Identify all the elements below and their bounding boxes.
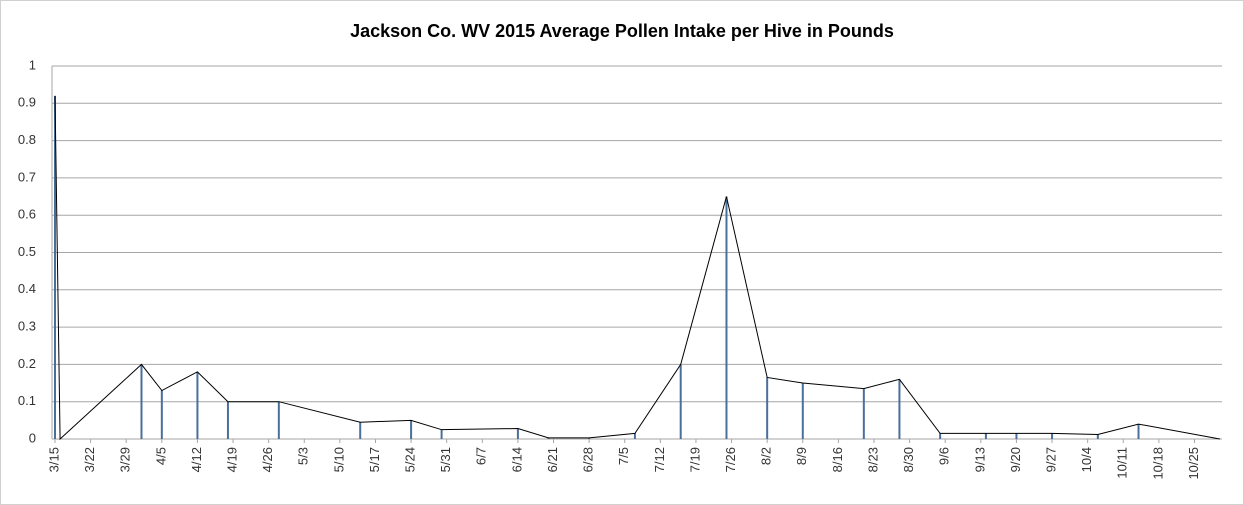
x-tick-label: 8/23: [865, 447, 880, 472]
x-tick-label: 8/9: [794, 447, 809, 465]
x-tick-label: 5/10: [331, 447, 346, 472]
x-tick-label: 5/17: [367, 447, 382, 472]
x-tick-label: 7/12: [652, 447, 667, 472]
x-tick-label: 6/28: [581, 447, 596, 472]
x-tick-label: 4/5: [153, 447, 168, 465]
x-tick-label: 4/12: [189, 447, 204, 472]
y-tick-label: 0.5: [18, 244, 36, 259]
y-tick-label: 0.2: [18, 356, 36, 371]
y-tick-label: 0.8: [18, 132, 36, 147]
x-tick-label: 8/30: [901, 447, 916, 472]
x-tick-label: 4/19: [224, 447, 239, 472]
x-tick-label: 5/3: [296, 447, 311, 465]
x-tick-label: 7/26: [723, 447, 738, 472]
x-tick-label: 6/21: [545, 447, 560, 472]
y-tick-label: 0.4: [18, 281, 36, 296]
x-tick-label: 9/27: [1043, 447, 1058, 472]
x-tick-label: 9/13: [972, 447, 987, 472]
x-tick-label: 9/6: [937, 447, 952, 465]
x-tick-label: 6/14: [509, 447, 524, 472]
y-tick-label: 0.1: [18, 393, 36, 408]
x-tick-label: 3/22: [82, 447, 97, 472]
x-tick-label: 8/16: [830, 447, 845, 472]
x-tick-label: 6/7: [474, 447, 489, 465]
x-tick-label: 10/4: [1079, 447, 1094, 472]
y-tick-label: 0.9: [18, 95, 36, 110]
y-tick-label: 1: [29, 57, 36, 72]
y-tick-label: 0.3: [18, 319, 36, 334]
y-tick-label: 0.7: [18, 169, 36, 184]
series-line: [54, 95, 1221, 441]
y-tick-label: 0.6: [18, 207, 36, 222]
x-tick-label: 8/2: [759, 447, 774, 465]
x-tick-label: 7/19: [687, 447, 702, 472]
x-tick-label: 7/5: [616, 447, 631, 465]
x-tick-label: 3/29: [118, 447, 133, 472]
x-tick-label: 5/31: [438, 447, 453, 472]
x-tick-label: 10/25: [1186, 447, 1201, 480]
x-tick-label: 10/18: [1150, 447, 1165, 480]
x-tick-label: 5/24: [403, 447, 418, 472]
chart-title: Jackson Co. WV 2015 Average Pollen Intak…: [350, 21, 894, 41]
x-tick-label: 9/20: [1008, 447, 1023, 472]
x-tick-label: 4/26: [260, 447, 275, 472]
x-tick-label: 10/11: [1115, 447, 1130, 479]
y-tick-label: 0: [29, 430, 36, 445]
x-tick-label: 3/15: [46, 447, 61, 472]
